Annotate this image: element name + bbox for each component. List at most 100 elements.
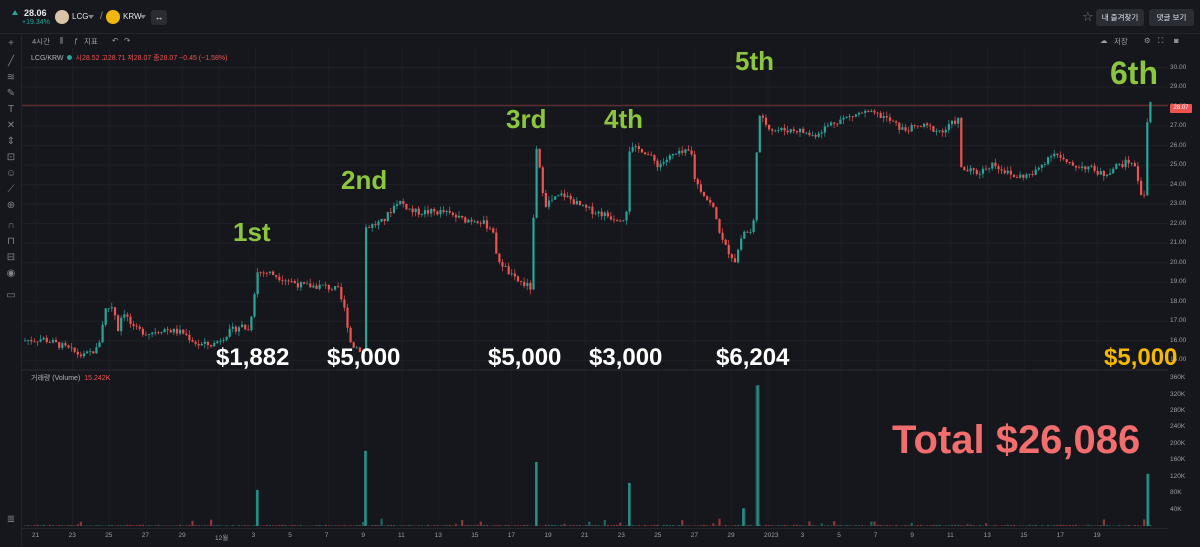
pattern-icon[interactable]: ✕ xyxy=(6,120,16,131)
candle-body xyxy=(1031,174,1034,175)
candle-body xyxy=(715,207,718,220)
zoom-icon[interactable]: ⊕ xyxy=(6,200,16,211)
chevron-down-icon[interactable] xyxy=(88,15,94,19)
volume-bar xyxy=(935,524,938,526)
trash-icon[interactable]: ▭ xyxy=(6,290,16,301)
favorites-button[interactable]: 내 즐겨찾기 xyxy=(1096,9,1144,26)
camera-icon[interactable]: ◙ xyxy=(1174,36,1179,45)
candle-body xyxy=(123,314,126,318)
purchase-amount-2: $5,000 xyxy=(327,344,401,371)
lock-drawings-icon[interactable]: ⊟ xyxy=(6,252,16,263)
text-icon[interactable]: T xyxy=(7,104,15,115)
candle-body xyxy=(1071,162,1074,166)
interval-select[interactable]: 4시간 xyxy=(32,37,50,46)
candle-body xyxy=(1127,159,1130,164)
indicators-button[interactable]: 지표 xyxy=(84,37,98,46)
krw-coin-icon[interactable] xyxy=(106,10,120,24)
volume-bar xyxy=(932,524,935,526)
time-tick-label: 9 xyxy=(910,532,915,539)
candle-body xyxy=(473,221,476,223)
volume-tick-label: 240K xyxy=(1170,423,1186,431)
magnet-icon[interactable]: ∩ xyxy=(7,220,15,231)
volume-bar xyxy=(197,525,200,526)
redo-icon[interactable]: ↷ xyxy=(124,36,131,45)
volume-bar xyxy=(591,524,594,526)
candle-body xyxy=(1081,166,1084,168)
measure-icon[interactable]: ⇕ xyxy=(6,136,16,147)
chart-area[interactable] xyxy=(22,48,1170,528)
time-tick-label: 29 xyxy=(178,532,186,539)
comments-button[interactable]: 댓글 보기 xyxy=(1149,9,1194,26)
candle-body xyxy=(1062,157,1065,160)
volume-bar xyxy=(467,524,470,526)
candle-body xyxy=(904,127,907,131)
volume-bar xyxy=(656,524,659,526)
candle-body xyxy=(1053,153,1056,157)
candle-body xyxy=(241,324,244,328)
candle-body xyxy=(30,340,33,342)
base-symbol[interactable]: LCG xyxy=(72,12,89,21)
volume-bar xyxy=(120,525,123,526)
eye-icon[interactable]: ◉ xyxy=(6,268,16,279)
candle-body xyxy=(1099,170,1102,175)
undo-icon[interactable]: ↶ xyxy=(112,36,119,45)
volume-bar xyxy=(606,524,609,526)
price-tick-label: 18.00 xyxy=(1170,297,1187,305)
crosshair-icon[interactable]: + xyxy=(8,38,14,49)
shapes-icon[interactable]: ⊡ xyxy=(6,152,16,163)
emoji-icon[interactable]: ☺ xyxy=(5,168,17,179)
brush-icon[interactable]: ✎ xyxy=(6,88,16,99)
trendline-icon[interactable]: ╱ xyxy=(7,56,15,67)
candle-body xyxy=(358,347,361,352)
star-icon[interactable]: ☆ xyxy=(1082,9,1094,24)
volume-bar xyxy=(61,525,64,526)
candle-body xyxy=(337,286,340,287)
time-tick-label: 7 xyxy=(873,532,878,539)
fib-icon[interactable]: ≋ xyxy=(6,72,16,83)
candle-body xyxy=(814,134,817,137)
candle-body xyxy=(662,162,665,164)
quote-symbol[interactable]: KRW xyxy=(123,12,142,21)
purchase-label-4: 4th xyxy=(604,104,643,134)
candle-body xyxy=(513,273,516,277)
candle-body xyxy=(1050,156,1053,158)
candle-body xyxy=(48,342,51,343)
candle-body xyxy=(256,272,259,295)
candle-body xyxy=(299,282,303,288)
volume-bar xyxy=(613,525,616,526)
volume-bar xyxy=(879,525,882,526)
lock-icon[interactable]: ⊓ xyxy=(7,236,15,247)
candle-body xyxy=(389,212,392,214)
ruler-icon[interactable]: ⟋ xyxy=(7,184,15,195)
lcg-coin-icon[interactable] xyxy=(55,10,69,24)
volume-spike-bar xyxy=(742,508,745,526)
volume-bar xyxy=(758,524,761,526)
volume-bar xyxy=(42,524,45,526)
candle-body xyxy=(1040,164,1043,168)
candle-body xyxy=(619,220,622,222)
swap-pair-button[interactable]: ↔ xyxy=(151,10,167,25)
time-axis[interactable]: 21 23 25 27 29 12월 3 5 7 9 11 13 15 17 19 21 23 25 27 29 202… xyxy=(22,528,1168,547)
indicator-icon[interactable]: ƒ xyxy=(74,36,79,45)
candle-body xyxy=(172,328,175,333)
volume-bar xyxy=(1118,525,1121,526)
candle-body xyxy=(368,227,371,229)
candle-body xyxy=(334,286,337,290)
volume-bar xyxy=(957,524,960,526)
price-axis[interactable]: 30.0029.0028.0027.0026.0025.0024.0023.00… xyxy=(1168,48,1200,528)
volume-bar xyxy=(244,525,247,526)
save-button[interactable]: 저장 xyxy=(1114,37,1128,46)
fullscreen-icon[interactable]: ⛶ xyxy=(1158,36,1164,45)
layers-icon[interactable]: ≣ xyxy=(6,514,16,525)
settings-icon[interactable]: ⚙ xyxy=(1144,36,1151,45)
candle-body xyxy=(1009,170,1012,175)
candle-body xyxy=(678,150,681,154)
price-chart[interactable] xyxy=(22,48,1170,528)
candle-body xyxy=(795,130,799,133)
volume-bar xyxy=(1034,524,1037,526)
compare-icon[interactable]: ⫼ xyxy=(60,36,64,45)
cloud-icon[interactable]: ☁ xyxy=(1100,36,1108,45)
candle-body xyxy=(489,228,492,230)
chevron-down-icon[interactable] xyxy=(140,15,146,19)
candle-body xyxy=(439,210,442,215)
